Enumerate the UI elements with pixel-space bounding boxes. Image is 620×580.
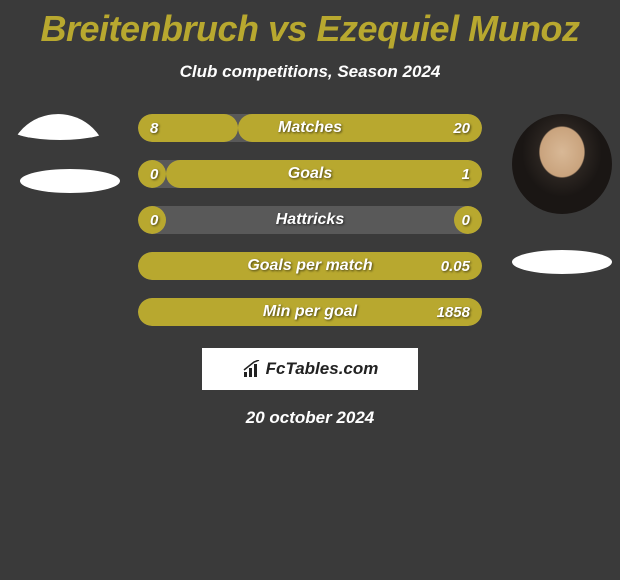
stats-area: Matches820Goals01Hattricks00Goals per ma…: [0, 114, 620, 344]
stat-row: Goals per match0.05: [138, 252, 482, 280]
logo-text: FcTables.com: [266, 359, 379, 379]
stat-label: Hattricks: [138, 206, 482, 234]
player-photo: [512, 114, 612, 214]
stat-value-right: 0: [450, 206, 482, 234]
stat-value-left: 0: [138, 160, 170, 188]
stat-bars-container: Matches820Goals01Hattricks00Goals per ma…: [138, 114, 482, 344]
stat-label: Matches: [138, 114, 482, 142]
stat-value-left: [138, 252, 162, 280]
stat-value-right: 20: [441, 114, 482, 142]
chart-icon: [242, 360, 262, 378]
blank-avatar-shape: [8, 114, 108, 140]
stat-value-right: 1858: [425, 298, 482, 326]
stat-value-left: 8: [138, 114, 170, 142]
stat-row: Hattricks0 0: [138, 206, 482, 234]
logo-box: FcTables.com: [202, 348, 418, 390]
date-line: 20 october 2024: [0, 408, 620, 428]
player-left-avatar: [8, 114, 108, 214]
stat-row: Min per goal1858: [138, 298, 482, 326]
player-left-name-pill: [20, 169, 120, 193]
player-right-name-pill: [512, 250, 612, 274]
stat-value-right: 0.05: [429, 252, 482, 280]
stat-value-left: [138, 298, 162, 326]
stat-row: Matches8 20: [138, 114, 482, 142]
player-right-avatar: [512, 114, 612, 214]
stat-row: Goals0 1: [138, 160, 482, 188]
stat-value-right: 1: [450, 160, 482, 188]
comparison-title: Breitenbruch vs Ezequiel Munoz: [0, 0, 620, 50]
comparison-subtitle: Club competitions, Season 2024: [0, 62, 620, 82]
stat-label: Goals: [138, 160, 482, 188]
stat-value-left: 0: [138, 206, 170, 234]
